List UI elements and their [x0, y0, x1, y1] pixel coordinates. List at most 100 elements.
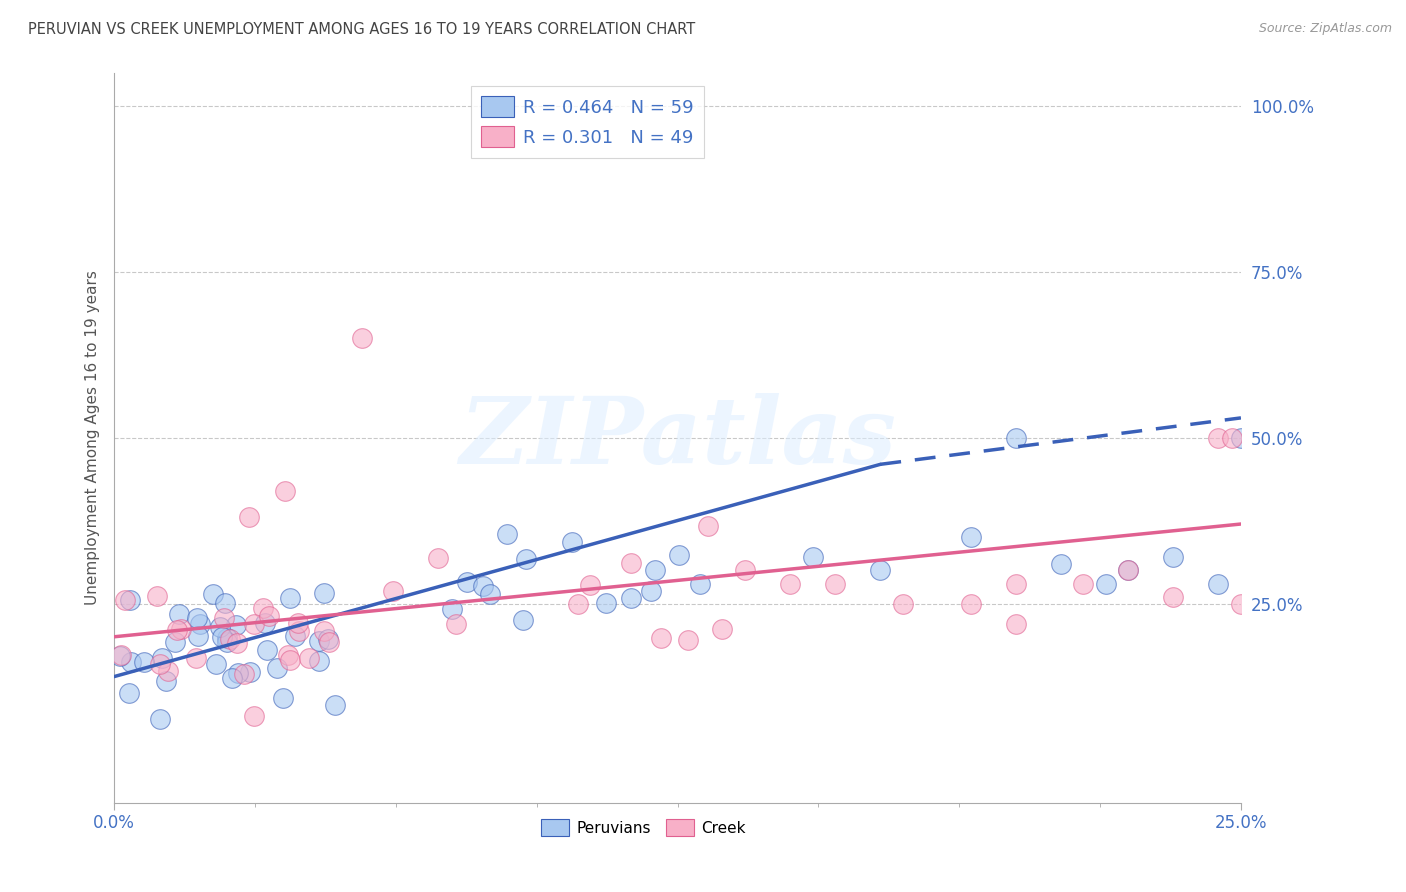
- Point: [156, 665, 179, 679]
- Point: [318, 632, 340, 646]
- Point: [233, 666, 256, 681]
- Point: [256, 643, 278, 657]
- Point: [381, 584, 404, 599]
- Point: [620, 591, 643, 606]
- Point: [221, 671, 243, 685]
- Point: [478, 586, 501, 600]
- Point: [278, 591, 301, 605]
- Point: [217, 631, 239, 645]
- Point: [201, 586, 224, 600]
- Point: [308, 654, 330, 668]
- Point: [252, 601, 274, 615]
- Point: [579, 577, 602, 591]
- Y-axis label: Unemployment Among Ages 16 to 19 years: Unemployment Among Ages 16 to 19 years: [86, 270, 100, 606]
- Point: [1004, 431, 1026, 445]
- Point: [1071, 576, 1094, 591]
- Point: [170, 622, 193, 636]
- Point: [318, 634, 340, 648]
- Point: [118, 686, 141, 700]
- Point: [1049, 557, 1071, 571]
- Point: [215, 634, 238, 648]
- Point: [312, 624, 335, 638]
- Point: [1116, 564, 1139, 578]
- Point: [561, 534, 583, 549]
- Point: [155, 674, 177, 689]
- Point: [456, 575, 478, 590]
- Point: [108, 649, 131, 664]
- Point: [644, 564, 666, 578]
- Point: [271, 690, 294, 705]
- Point: [120, 656, 142, 670]
- Point: [678, 633, 700, 648]
- Text: Source: ZipAtlas.com: Source: ZipAtlas.com: [1258, 22, 1392, 36]
- Point: [149, 657, 172, 672]
- Point: [312, 586, 335, 600]
- Point: [188, 616, 211, 631]
- Point: [891, 597, 914, 611]
- Point: [243, 617, 266, 632]
- Point: [243, 708, 266, 723]
- Point: [959, 530, 981, 544]
- Point: [640, 584, 662, 599]
- Point: [184, 651, 207, 665]
- Point: [711, 622, 734, 636]
- Point: [471, 579, 494, 593]
- Point: [1094, 576, 1116, 591]
- Point: [1163, 550, 1185, 565]
- Point: [134, 655, 156, 669]
- Point: [824, 576, 846, 591]
- Point: [801, 550, 824, 565]
- Point: [110, 648, 132, 662]
- Point: [1208, 576, 1230, 591]
- Point: [238, 665, 260, 679]
- Point: [114, 593, 136, 607]
- Point: [697, 518, 720, 533]
- Point: [284, 629, 307, 643]
- Text: ZIPatlas: ZIPatlas: [460, 392, 896, 483]
- Point: [444, 617, 467, 632]
- Point: [512, 613, 534, 627]
- Point: [1208, 431, 1230, 445]
- Point: [208, 620, 231, 634]
- Point: [869, 564, 891, 578]
- Point: [440, 602, 463, 616]
- Point: [515, 551, 537, 566]
- Point: [1004, 616, 1026, 631]
- Point: [298, 651, 321, 665]
- Point: [218, 632, 240, 646]
- Point: [120, 593, 142, 607]
- Point: [146, 589, 169, 603]
- Legend: R = 0.464   N = 59, R = 0.301   N = 49: R = 0.464 N = 59, R = 0.301 N = 49: [471, 86, 704, 158]
- Point: [226, 666, 249, 681]
- Point: [163, 635, 186, 649]
- Point: [225, 617, 247, 632]
- Point: [149, 712, 172, 726]
- Point: [734, 564, 756, 578]
- Point: [1220, 431, 1243, 445]
- Point: [166, 623, 188, 637]
- Point: [287, 616, 309, 631]
- Point: [1230, 431, 1253, 445]
- Point: [212, 611, 235, 625]
- Point: [238, 510, 260, 524]
- Point: [1116, 564, 1139, 578]
- Point: [150, 650, 173, 665]
- Point: [308, 633, 330, 648]
- Point: [427, 550, 450, 565]
- Point: [214, 596, 236, 610]
- Point: [274, 483, 297, 498]
- Point: [205, 657, 228, 672]
- Point: [211, 630, 233, 644]
- Point: [323, 698, 346, 712]
- Point: [266, 661, 288, 675]
- Point: [959, 597, 981, 611]
- Point: [1004, 576, 1026, 591]
- Point: [1230, 597, 1253, 611]
- Point: [287, 624, 309, 639]
- Point: [689, 576, 711, 591]
- Point: [1163, 590, 1185, 604]
- Point: [225, 636, 247, 650]
- Point: [167, 607, 190, 621]
- Point: [620, 556, 643, 570]
- Point: [257, 609, 280, 624]
